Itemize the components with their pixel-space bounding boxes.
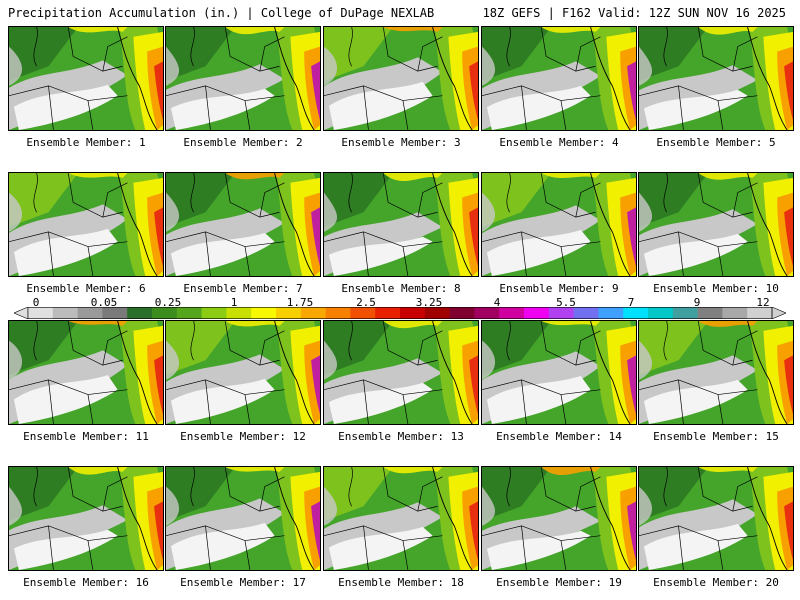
colorbar-swatch	[697, 307, 723, 319]
colorbar-tick-label: 9	[693, 296, 701, 309]
member-label-3: Ensemble Member: 3	[341, 136, 461, 149]
colorbar-swatch	[300, 307, 326, 319]
colorbar-swatch	[350, 307, 376, 319]
colorbar-tick-label: 2.5	[356, 296, 376, 309]
colorbar-swatch	[251, 307, 277, 319]
colorbar-tick-label: 1	[230, 296, 238, 309]
colorbar-swatch	[548, 307, 574, 319]
member-map-3	[323, 26, 479, 131]
member-map-2	[165, 26, 321, 131]
colorbar-swatch	[102, 307, 128, 319]
member-map-8	[323, 172, 479, 277]
member-map-12	[165, 320, 321, 425]
run-valid-time: 18Z GEFS | F162 Valid: 12Z SUN NOV 16 20…	[482, 6, 786, 20]
colorbar-tick-label: 12	[756, 296, 770, 309]
colorbar-max-arrow	[771, 307, 786, 319]
colorbar-swatch	[474, 307, 500, 319]
colorbar-swatch	[672, 307, 698, 319]
colorbar-swatch	[375, 307, 401, 319]
colorbar-swatch	[424, 307, 450, 319]
colorbar-swatch	[176, 307, 202, 319]
product-title: Precipitation Accumulation (in.) | Colle…	[8, 6, 435, 20]
member-map-19	[481, 466, 637, 571]
colorbar-swatch	[722, 307, 748, 319]
member-map-5	[638, 26, 794, 131]
member-label-11: Ensemble Member: 11	[23, 430, 149, 443]
member-map-1	[8, 26, 164, 131]
colorbar-swatch	[524, 307, 550, 319]
member-map-13	[323, 320, 479, 425]
member-map-4	[481, 26, 637, 131]
colorbar-min-arrow	[14, 307, 29, 319]
colorbar-swatch	[747, 307, 773, 319]
colorbar-swatch	[52, 307, 78, 319]
colorbar-swatch	[201, 307, 227, 319]
member-map-6	[8, 172, 164, 277]
member-label-15: Ensemble Member: 15	[653, 430, 779, 443]
colorbar-swatch	[28, 307, 54, 319]
colorbar-tick-label: 1.75	[286, 296, 314, 309]
colorbar-tick-label: 3.25	[415, 296, 443, 309]
member-label-14: Ensemble Member: 14	[496, 430, 622, 443]
member-map-18	[323, 466, 479, 571]
member-map-11	[8, 320, 164, 425]
member-label-10: Ensemble Member: 10	[653, 282, 779, 295]
member-label-12: Ensemble Member: 12	[180, 430, 306, 443]
colorbar-swatch	[325, 307, 351, 319]
member-map-9	[481, 172, 637, 277]
colorbar-swatch	[152, 307, 178, 319]
member-label-8: Ensemble Member: 8	[341, 282, 461, 295]
colorbar-swatch	[449, 307, 475, 319]
member-label-5: Ensemble Member: 5	[656, 136, 776, 149]
member-label-20: Ensemble Member: 20	[653, 576, 779, 589]
member-label-1: Ensemble Member: 1	[26, 136, 146, 149]
member-map-14	[481, 320, 637, 425]
member-label-7: Ensemble Member: 7	[183, 282, 303, 295]
member-label-9: Ensemble Member: 9	[499, 282, 619, 295]
colorbar-swatch	[623, 307, 649, 319]
member-map-17	[165, 466, 321, 571]
member-label-17: Ensemble Member: 17	[180, 576, 306, 589]
member-map-15	[638, 320, 794, 425]
member-label-6: Ensemble Member: 6	[26, 282, 146, 295]
member-label-16: Ensemble Member: 16	[23, 576, 149, 589]
colorbar-swatch	[499, 307, 525, 319]
colorbar-tick-label: 0.25	[154, 296, 182, 309]
colorbar-tick-label: 5.5	[556, 296, 576, 309]
member-map-7	[165, 172, 321, 277]
member-map-10	[638, 172, 794, 277]
colorbar-swatch	[276, 307, 302, 319]
colorbar-swatch	[226, 307, 252, 319]
member-label-2: Ensemble Member: 2	[183, 136, 303, 149]
colorbar-swatch	[598, 307, 624, 319]
colorbar-tick-label: 4	[493, 296, 501, 309]
colorbar-swatch	[400, 307, 426, 319]
member-label-18: Ensemble Member: 18	[338, 576, 464, 589]
colorbar-swatch	[77, 307, 103, 319]
colorbar-tick-label: 7	[627, 296, 635, 309]
colorbar-swatch	[127, 307, 153, 319]
colorbar-swatch	[648, 307, 674, 319]
precip-colorbar	[14, 307, 786, 319]
colorbar-tick-label: 0.05	[90, 296, 118, 309]
member-label-13: Ensemble Member: 13	[338, 430, 464, 443]
colorbar-tick-label: 0	[32, 296, 40, 309]
colorbar-swatch	[573, 307, 599, 319]
member-label-4: Ensemble Member: 4	[499, 136, 619, 149]
member-label-19: Ensemble Member: 19	[496, 576, 622, 589]
member-map-20	[638, 466, 794, 571]
member-map-16	[8, 466, 164, 571]
